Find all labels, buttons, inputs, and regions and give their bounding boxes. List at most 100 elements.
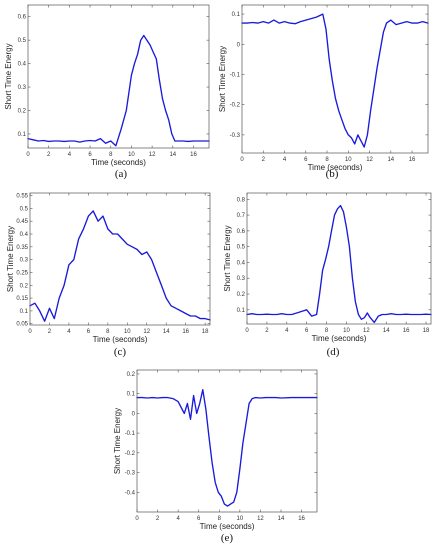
y-tick-label: 0.3 — [20, 258, 29, 264]
axes-frame — [27, 4, 210, 149]
x-tick-label: 18 — [423, 328, 430, 334]
x-tick-label: 6 — [305, 328, 309, 334]
x-tick-label: 14 — [383, 328, 390, 334]
x-tick-label: 10 — [343, 328, 350, 334]
x-tick-label: 18 — [202, 329, 209, 335]
y-tick-label: 0.8 — [237, 197, 246, 203]
y-tick-label: 0.7 — [237, 213, 246, 219]
x-axis-label: Time (seconds) — [308, 163, 363, 172]
y-axis-label: Short Time Energy — [218, 46, 227, 112]
panel-label: (b) — [326, 168, 339, 180]
energy-line — [241, 13, 429, 148]
y-tick-label: 0.2 — [18, 108, 27, 114]
x-tick-label: 0 — [28, 329, 32, 335]
x-tick-label: 16 — [409, 157, 416, 163]
chart-panel-1: 0 2 4 6 8 10 12 14 16 0.1 0.2 0.3 0.4 0.5 0.6 Time (sec… — [4, 4, 210, 180]
y-tick-label: -0.1 — [125, 431, 136, 437]
y-tick-label: 0.2 — [127, 372, 136, 378]
x-tick-label: 10 — [345, 157, 352, 163]
x-tick-label: 10 — [128, 152, 135, 158]
y-tick-label: 0.05 — [16, 322, 28, 328]
x-tick-label: 2 — [156, 516, 160, 522]
y-tick-label: -0.1 — [230, 72, 241, 78]
plot-area — [247, 193, 431, 324]
y-axis-label: Short Time Energy — [113, 408, 122, 474]
x-tick-label: 6 — [87, 329, 91, 335]
y-tick-label: 0.5 — [237, 245, 246, 251]
axes-frame — [29, 192, 211, 326]
x-axis-label: Time (seconds) — [93, 335, 148, 344]
x-tick-label: 6 — [304, 157, 308, 163]
plot-area — [30, 193, 210, 325]
chart-panel-4: 0 2 4 6 8 10 12 14 16 18 0.1 0.2 0.3 0.4 0.5 0.6 0.7 0.8 T… — [223, 192, 432, 358]
panel-label: (e) — [221, 532, 234, 544]
panel-label: (c) — [114, 346, 127, 358]
x-tick-label: 8 — [109, 152, 113, 158]
x-tick-label: 0 — [245, 328, 249, 334]
x-axis-label: Time (seconds) — [91, 158, 146, 167]
x-tick-label: 2 — [262, 157, 266, 163]
energy-line — [27, 34, 210, 147]
x-axis-label: Time (seconds) — [312, 334, 367, 343]
panel-label: (a) — [115, 168, 128, 180]
x-tick-label: 2 — [47, 152, 51, 158]
plot-area — [28, 5, 209, 148]
y-tick-label: 0.1 — [237, 308, 246, 314]
axes-frame — [246, 192, 432, 325]
x-tick-label: 12 — [257, 516, 264, 522]
x-tick-label: 6 — [197, 516, 201, 522]
y-tick-label: 0.6 — [18, 15, 27, 21]
x-tick-label: 14 — [278, 516, 285, 522]
x-tick-label: 4 — [67, 329, 71, 335]
y-tick-label: 0.4 — [237, 260, 246, 266]
y-tick-label: 0.3 — [18, 85, 27, 91]
x-tick-label: 0 — [135, 516, 139, 522]
y-tick-label: 0.55 — [16, 194, 28, 200]
y-tick-label: 0.15 — [16, 296, 28, 302]
x-tick-label: 4 — [176, 516, 180, 522]
x-tick-label: 14 — [169, 152, 176, 158]
y-tick-label: 0 — [132, 411, 136, 417]
y-axis-label: Short Time Energy — [4, 43, 13, 109]
y-tick-label: 0.5 — [20, 206, 29, 212]
y-tick-label: 0.1 — [127, 392, 136, 398]
y-tick-label: -0.2 — [125, 451, 136, 457]
y-tick-label: 0.4 — [18, 62, 27, 68]
energy-line — [29, 210, 211, 322]
x-tick-label: 16 — [298, 516, 305, 522]
y-tick-label: -0.4 — [125, 490, 136, 496]
y-tick-label: 0.1 — [232, 12, 241, 18]
y-tick-label: -0.3 — [125, 471, 136, 477]
y-tick-label: 0.1 — [20, 309, 29, 315]
y-tick-label: 0.4 — [20, 232, 29, 238]
y-tick-label: 0.35 — [16, 245, 28, 251]
x-tick-label: 16 — [182, 329, 189, 335]
y-tick-label: 0.45 — [16, 219, 28, 225]
x-tick-label: 8 — [325, 328, 329, 334]
y-tick-label: 0.6 — [237, 229, 246, 235]
x-tick-label: 4 — [283, 157, 287, 163]
x-tick-label: 8 — [106, 329, 110, 335]
y-tick-label: 0.2 — [20, 283, 29, 289]
chart-panel-2: 0 2 4 6 8 10 12 14 16 -0.3 -0.2 -0.1 0 0.1 Time (secon… — [218, 4, 429, 180]
y-tick-label: 0.25 — [16, 270, 28, 276]
x-tick-label: 2 — [48, 329, 52, 335]
x-tick-label: 8 — [325, 157, 329, 163]
chart-panel-3: 0 2 4 6 8 10 12 14 16 18 0.05 0.1 0.15 0.2 0.25 0.3 0.35… — [6, 192, 211, 358]
y-tick-label: -0.2 — [230, 103, 241, 109]
x-tick-label: 16 — [190, 152, 197, 158]
y-tick-label: 0.2 — [237, 292, 246, 298]
y-axis-label: Short Time Energy — [6, 226, 15, 292]
axes-frame — [241, 4, 429, 154]
x-tick-label: 10 — [237, 516, 244, 522]
x-axis-label: Time (seconds) — [200, 522, 255, 531]
y-tick-label: 0.1 — [18, 132, 27, 138]
x-tick-label: 4 — [285, 328, 289, 334]
y-tick-label: 0 — [237, 42, 241, 48]
x-tick-label: 12 — [366, 157, 373, 163]
y-tick-label: 0.5 — [18, 38, 27, 44]
panel-label: (d) — [327, 346, 340, 358]
x-tick-label: 12 — [149, 152, 156, 158]
x-tick-label: 12 — [143, 329, 150, 335]
